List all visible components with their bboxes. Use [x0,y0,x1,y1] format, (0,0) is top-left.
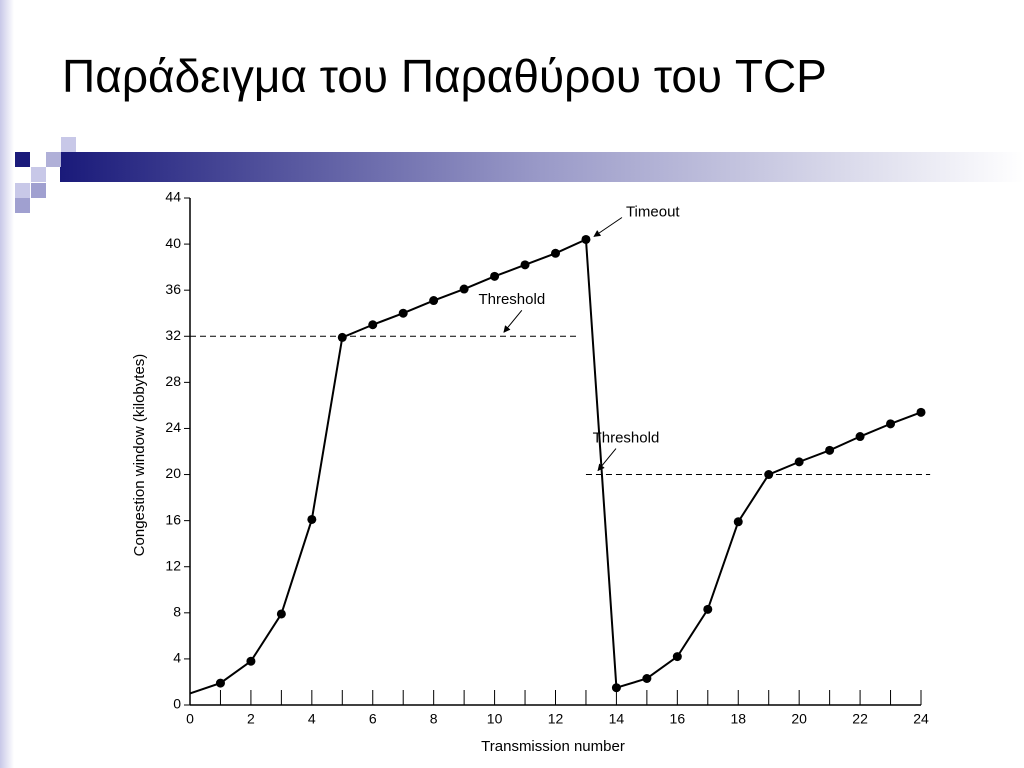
y-tick-label: 32 [165,327,181,343]
point [215,678,225,688]
x-tick-label: 16 [670,711,686,727]
point [581,234,591,244]
y-tick-label: 4 [173,650,181,666]
point [551,248,560,258]
y-tick-label: 12 [165,557,181,573]
threshold-arrow [503,309,523,333]
threshold-label: Threshold [593,430,660,447]
title-rule [60,152,1024,182]
x-tick-label: 22 [852,711,868,727]
side-bar [0,0,14,768]
x-axis-label: Transmission number [481,738,625,755]
point [611,683,621,693]
point [429,296,439,306]
point [337,332,347,342]
point [825,445,835,455]
x-tick-label: 0 [186,711,194,727]
x-tick-label: 18 [730,711,746,727]
x-tick-label: 10 [487,711,503,727]
y-tick-label: 40 [165,235,181,251]
point [459,284,469,294]
point [916,407,926,417]
point [490,271,500,281]
point [246,656,256,666]
y-tick-label: 16 [165,511,181,527]
point [398,308,408,318]
x-tick-label: 4 [308,711,316,727]
point [368,320,378,330]
point [886,419,896,429]
slide-title: Παράδειγμα του Παραθύρου του TCP [62,50,827,102]
threshold-label: Threshold [478,291,545,308]
y-tick-label: 36 [165,281,181,297]
point [855,432,865,442]
x-tick-label: 20 [791,711,807,727]
y-tick-label: 44 [165,189,181,205]
x-tick-label: 12 [548,711,564,727]
point [307,514,317,524]
x-tick-label: 8 [430,711,438,727]
point [520,260,530,270]
x-tick-label: 6 [369,711,377,727]
point [733,517,743,527]
y-axis-label: Congestion window (kilobytes) [131,354,148,557]
series-line [189,237,922,695]
point [276,609,286,619]
annotation-label: Timeout [626,203,680,220]
annotation-arrow [593,217,623,237]
y-tick-label: 28 [165,373,181,389]
point [703,604,713,614]
y-tick-label: 8 [173,604,181,620]
x-tick-label: 14 [609,711,625,727]
y-tick-label: 24 [165,419,181,435]
point [794,457,804,467]
x-tick-label: 24 [913,711,929,727]
y-tick-label: 0 [173,696,181,712]
decor-squares [15,137,76,213]
point [764,470,774,480]
point [672,652,682,662]
x-tick-label: 2 [247,711,255,727]
y-tick-label: 20 [165,465,181,481]
point [642,673,652,683]
